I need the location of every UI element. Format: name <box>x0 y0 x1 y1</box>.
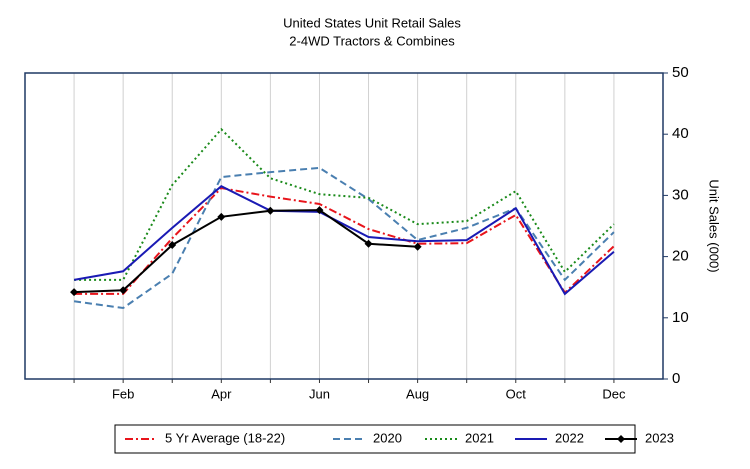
series-line <box>74 186 615 295</box>
series-line <box>73 185 615 296</box>
chart-title: United States Unit Retail Sales <box>283 15 461 30</box>
chart-subtitle: 2-4WD Tractors & Combines <box>289 33 455 48</box>
legend-label: 2020 <box>373 430 402 445</box>
point-marker <box>119 286 128 295</box>
point-marker <box>364 239 373 248</box>
point-marker <box>266 206 275 215</box>
legend-box <box>114 424 636 454</box>
point-marker <box>413 242 422 251</box>
y-tick-label: 40 <box>672 125 689 142</box>
legend-label: 2021 <box>465 430 494 445</box>
point-marker <box>315 206 324 215</box>
y-tick-label: 10 <box>672 309 689 326</box>
x-tick-label: Oct <box>506 386 527 401</box>
x-tick-label: Dec <box>602 386 626 401</box>
y-tick-label: 20 <box>672 248 689 265</box>
plot-frame <box>24 72 664 380</box>
x-tick-label: Apr <box>211 386 232 401</box>
series-line <box>74 209 418 294</box>
point-marker <box>70 288 79 297</box>
legend-label: 2023 <box>645 430 674 445</box>
x-tick-label: Feb <box>112 386 134 401</box>
y-tick-label: 0 <box>672 370 680 387</box>
legend-marker <box>617 435 625 443</box>
y-tick-label: 30 <box>672 186 689 203</box>
legend-label: 5 Yr Average (18-22) <box>165 430 285 445</box>
series-line <box>74 127 615 281</box>
legend-label: 2022 <box>555 430 584 445</box>
x-tick-label: Jun <box>309 386 330 401</box>
series-line <box>73 166 615 310</box>
y-tick-label: 50 <box>672 64 689 81</box>
point-marker <box>217 212 226 221</box>
point-marker <box>168 240 177 249</box>
x-tick-label: Aug <box>406 386 429 401</box>
y-axis-label: Unit Sales (000) <box>707 179 722 272</box>
